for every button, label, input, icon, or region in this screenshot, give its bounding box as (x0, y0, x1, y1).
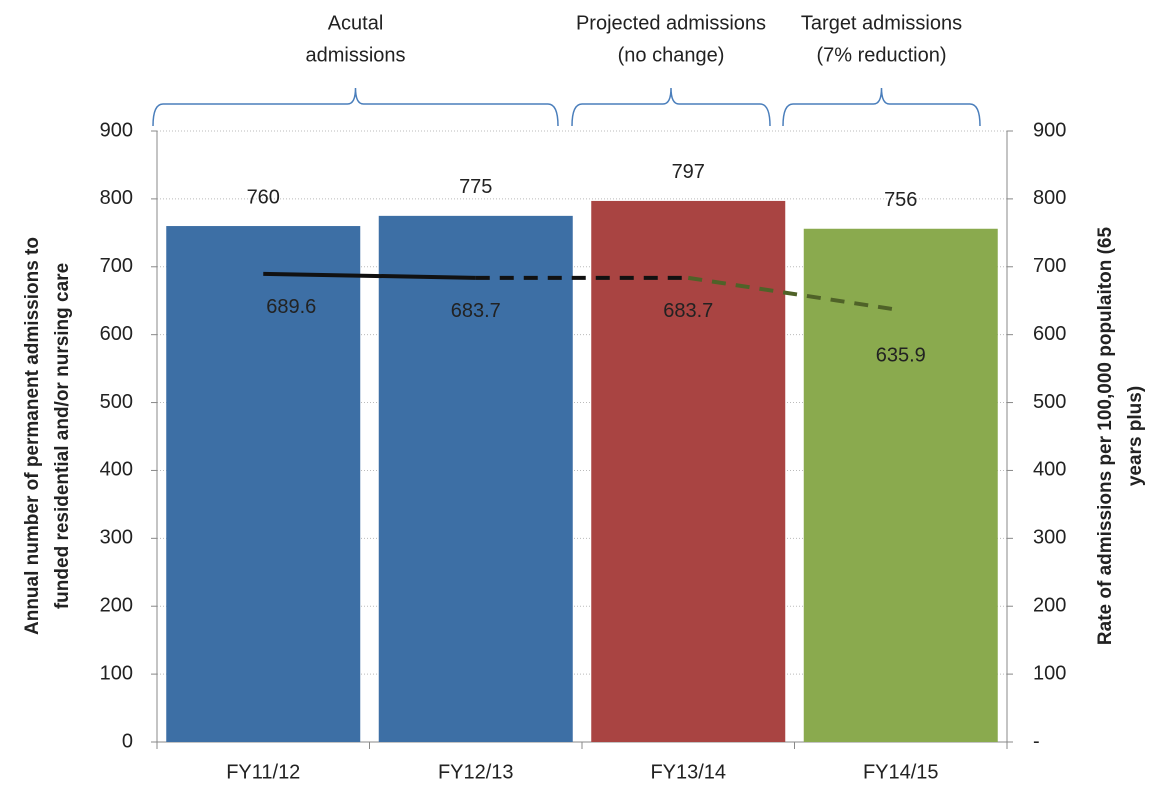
y2-tick-label: 900 (1033, 119, 1066, 141)
y-tick-label: 100 (100, 662, 133, 684)
annotation-text: (7% reduction) (816, 44, 946, 66)
y2-tick-label: 200 (1033, 595, 1066, 617)
brace (782, 87, 981, 127)
bar-value-label: 760 (247, 186, 280, 208)
y-tick-label: 300 (100, 527, 133, 549)
y2-tick-label: 800 (1033, 187, 1066, 209)
bar (166, 226, 361, 743)
brace (571, 87, 771, 127)
x-tick-label: FY11/12 (226, 761, 300, 783)
bar (591, 200, 786, 743)
line-value-label: 683.7 (451, 300, 501, 322)
y2-axis-title: years plus) (1125, 386, 1146, 486)
bar-value-label: 756 (884, 189, 917, 211)
bar-value-label: 775 (459, 176, 492, 198)
annotation-text: Target admissions (801, 12, 962, 34)
line-segment (687, 275, 902, 313)
line-segment (263, 271, 476, 280)
x-tick-label: FY12/13 (438, 761, 514, 783)
y-tick-label: 800 (100, 187, 133, 209)
annotation-text: (no change) (618, 44, 725, 66)
y-tick-label: 700 (100, 255, 133, 277)
annotation-text: admissions (305, 44, 405, 66)
bar (803, 228, 998, 742)
y-axis-title: funded residential and/or nursing care (52, 263, 73, 609)
x-tick-label: FY14/15 (863, 761, 939, 783)
y-tick-label: 0 (122, 730, 133, 752)
y-tick-label: 600 (100, 323, 133, 345)
brace (152, 87, 559, 127)
y2-tick-label: 600 (1033, 323, 1066, 345)
line-value-label: 635.9 (876, 345, 926, 367)
y2-tick-label: 400 (1033, 459, 1066, 481)
y-tick-label: 900 (100, 119, 133, 141)
y2-tick-label: 500 (1033, 391, 1066, 413)
y2-tick-label: 100 (1033, 662, 1066, 684)
line-value-label: 683.7 (663, 300, 713, 322)
line-value-label: 689.6 (266, 296, 316, 318)
y-axis-title: Annual number of permanent admissions to (22, 237, 43, 635)
y2-tick-label: 300 (1033, 527, 1066, 549)
annotation-text: Acutal (328, 12, 384, 34)
annotation-text: Projected admissions (576, 12, 766, 34)
y-tick-label: 500 (100, 391, 133, 413)
bar-value-label: 797 (672, 161, 705, 183)
y-tick-label: 200 (100, 595, 133, 617)
y2-tick-label: 700 (1033, 255, 1066, 277)
y-tick-label: 400 (100, 459, 133, 481)
x-tick-label: FY13/14 (650, 761, 726, 783)
bar (378, 215, 573, 743)
y2-axis-title: Rate of admissions per 100,000 populaito… (1095, 227, 1116, 646)
y2-tick-label: - (1033, 730, 1040, 752)
